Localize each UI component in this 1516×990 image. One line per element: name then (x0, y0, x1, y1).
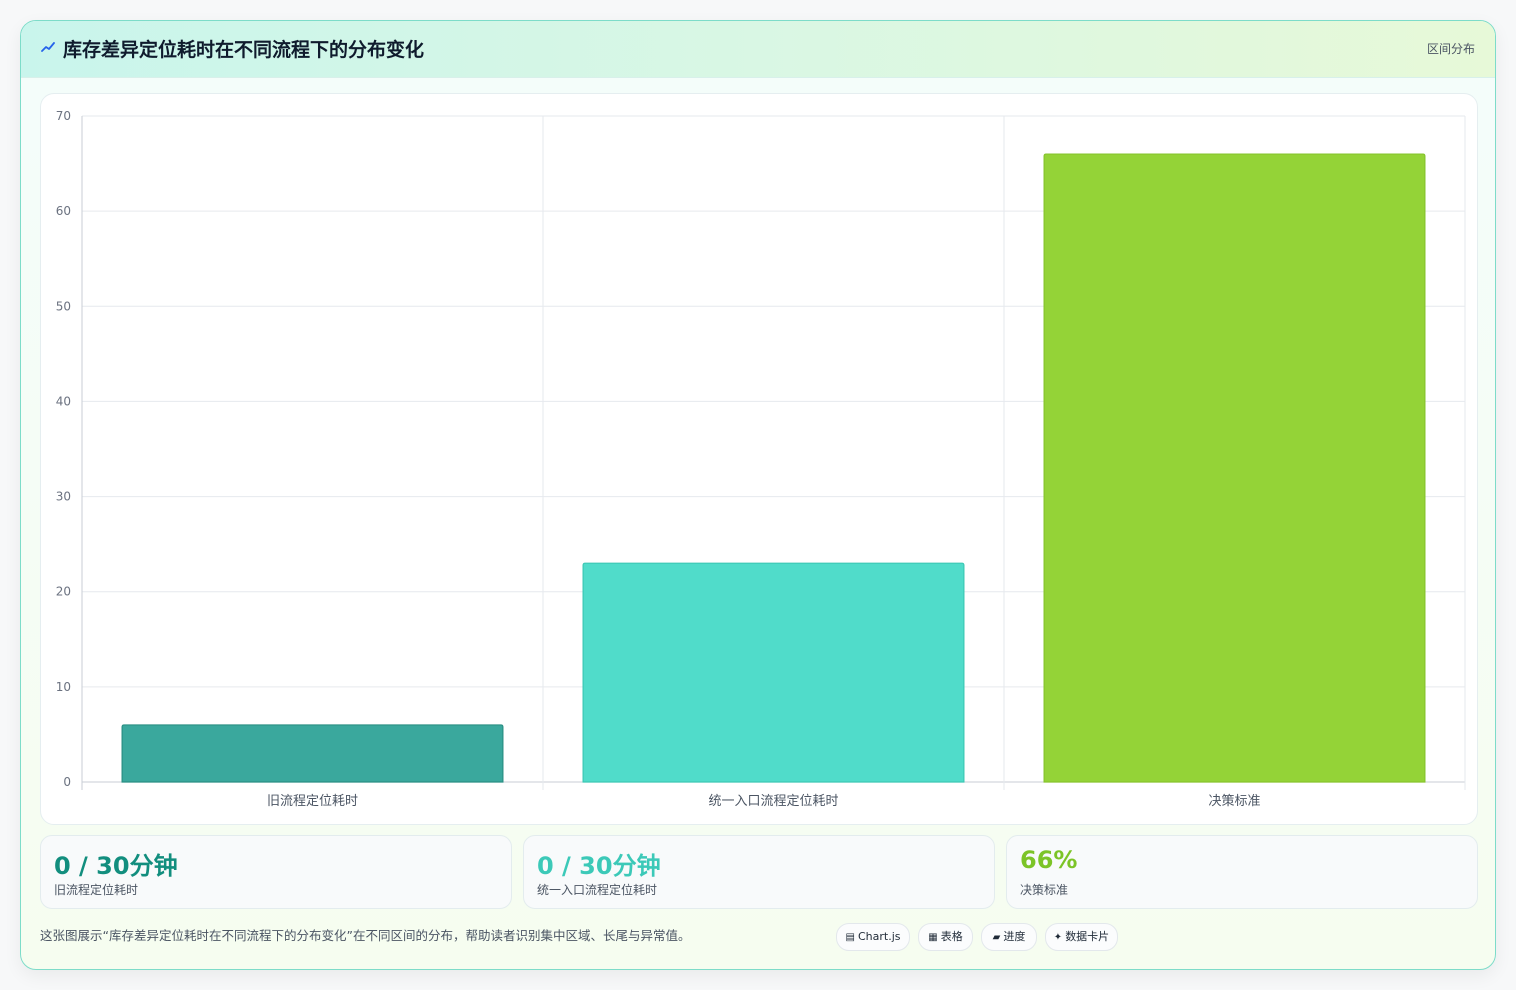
pill-progress[interactable]: ▰ 进度 (981, 923, 1037, 951)
card-header: 库存差异定位耗时在不同流程下的分布变化 区间分布 (21, 21, 1495, 78)
pill-table[interactable]: ▦ 表格 (918, 923, 973, 951)
stat-label: 统一入口流程定位耗时 (537, 883, 658, 897)
progress-icon: ▰ (992, 932, 1001, 943)
stat-label: 决策标准 (1020, 883, 1069, 897)
y-tick-label: 60 (56, 204, 71, 218)
x-tick-label: 统一入口流程定位耗时 (708, 794, 838, 809)
stat-card-decision-standard: 66% 决策标准 (1006, 835, 1478, 909)
pill-data-card[interactable]: ✦ 数据卡片 (1045, 923, 1118, 951)
pill-label: Chart.js (857, 930, 901, 943)
y-tick-label: 30 (56, 490, 71, 504)
table-icon: ▦ (928, 932, 938, 943)
y-tick-label: 70 (56, 109, 71, 123)
x-tick-label: 旧流程定位耗时 (267, 794, 358, 809)
chart-icon: ▤ (845, 932, 855, 943)
pill-chartjs[interactable]: ▤ Chart.js (836, 923, 910, 951)
sparkle-icon: ✦ (1053, 932, 1063, 943)
pill-label: 表格 (940, 930, 963, 943)
stat-value: 0 / 30分钟 (537, 852, 661, 880)
trend-line-icon (41, 42, 55, 52)
bar (582, 562, 965, 783)
chart-type-tag: 区间分布 (1426, 42, 1475, 56)
stat-label: 旧流程定位耗时 (54, 883, 139, 897)
stat-cards: 0 / 30分钟 旧流程定位耗时 0 / 30分钟 统一入口流程定位耗时 66%… (40, 835, 1478, 909)
pill-label: 进度 (1003, 930, 1026, 943)
bar (121, 724, 504, 783)
y-tick-label: 10 (56, 680, 71, 694)
bar (1043, 153, 1426, 783)
chart-card: 库存差异定位耗时在不同流程下的分布变化 区间分布 0 10 20 30 40 50 60 70… (20, 20, 1496, 970)
stat-card-unified-process: 0 / 30分钟 统一入口流程定位耗时 (523, 835, 995, 909)
chart-description: 这张图展示“库存差异定位耗时在不同流程下的分布变化”在不同区间的分布，帮助读者识… (40, 928, 691, 943)
y-tick-label: 0 (63, 775, 71, 789)
chart-area: 0 10 20 30 40 50 60 70 旧流程定位耗时 统一入口流程定位耗时 决策标准 (40, 93, 1478, 825)
y-tick-label: 50 (56, 299, 71, 313)
stat-value: 0 / 30分钟 (54, 852, 178, 880)
chart-title: 库存差异定位耗时在不同流程下的分布变化 (63, 39, 425, 61)
y-tick-label: 40 (56, 394, 71, 408)
stat-card-old-process: 0 / 30分钟 旧流程定位耗时 (40, 835, 512, 909)
x-tick-label: 决策标准 (1208, 793, 1260, 809)
stat-value: 66% (1020, 846, 1078, 874)
pill-label: 数据卡片 (1065, 930, 1110, 943)
bar-chart: 0 10 20 30 40 50 60 70 旧流程定位耗时 统一入口流程定位耗时 决策标准 (56, 109, 1466, 809)
y-tick-label: 20 (56, 585, 71, 599)
